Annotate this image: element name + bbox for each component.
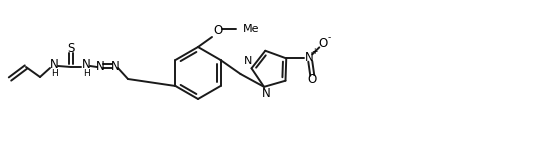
Text: O: O [319, 37, 328, 50]
Text: N: N [262, 87, 271, 100]
Text: N: N [81, 57, 90, 70]
Text: O: O [213, 24, 223, 37]
Text: -: - [328, 33, 331, 42]
Text: H: H [51, 68, 57, 78]
Text: Me: Me [243, 24, 259, 34]
Text: N: N [95, 59, 104, 73]
Text: N: N [110, 59, 119, 73]
Text: N: N [305, 51, 314, 64]
Text: S: S [68, 41, 75, 54]
Text: N: N [244, 56, 253, 66]
Text: O: O [307, 73, 317, 86]
Text: H: H [83, 68, 89, 78]
Text: +: + [311, 47, 318, 56]
Text: N: N [50, 57, 59, 70]
